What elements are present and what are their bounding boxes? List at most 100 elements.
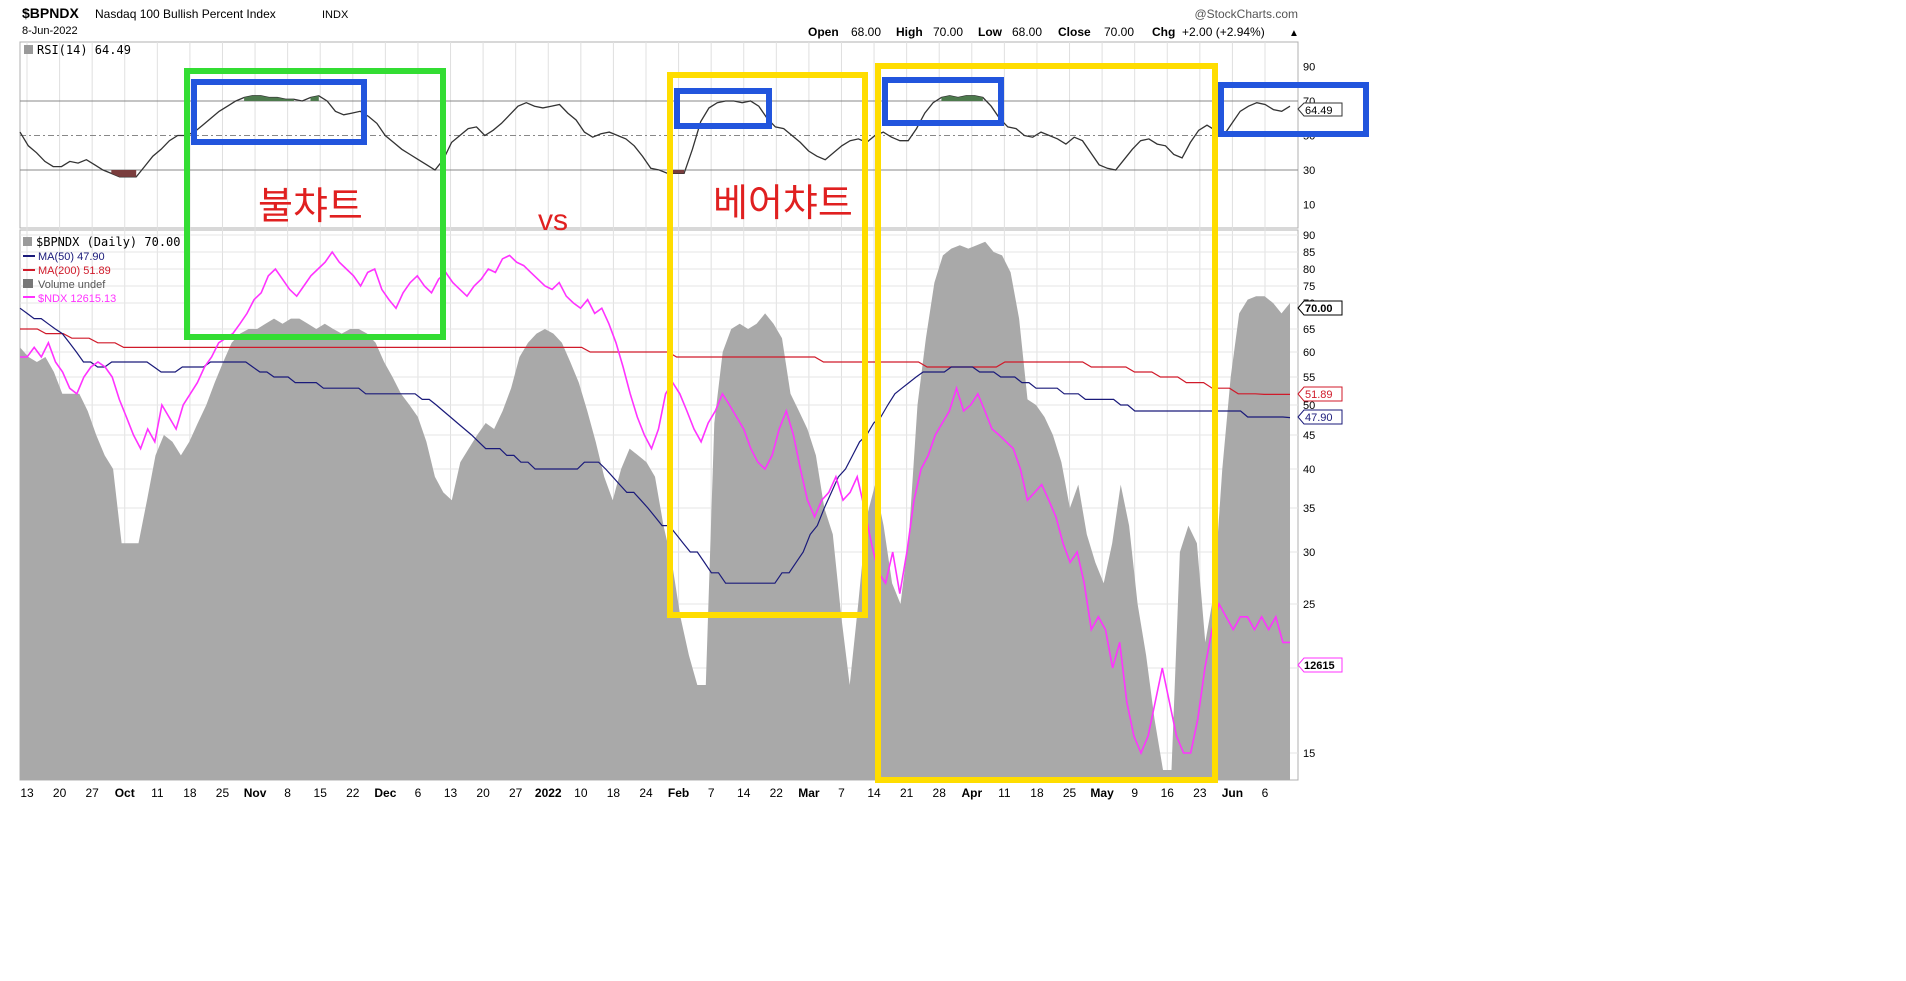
x-tick-label: 7 xyxy=(708,786,715,800)
main-y-axis: 90858075706560555045403530252015 xyxy=(1303,230,1315,760)
header: $BPNDX Nasdaq 100 Bullish Percent Index … xyxy=(22,5,1299,39)
legend-swatch-bpndx xyxy=(23,237,32,246)
x-tick-label: 23 xyxy=(1193,786,1207,800)
x-tick-label: 14 xyxy=(867,786,881,800)
chg-value: +2.00 (+2.94%) xyxy=(1182,25,1265,39)
main-tick-label: 50 xyxy=(1303,400,1315,412)
close-label: Close xyxy=(1058,25,1091,39)
main-tick-label: 85 xyxy=(1303,247,1315,259)
bpndx-last-value: 70.00 xyxy=(1305,303,1333,315)
close-value: 70.00 xyxy=(1104,25,1134,39)
chart-symbol: $BPNDX xyxy=(22,5,79,21)
x-tick-label: 27 xyxy=(85,786,99,800)
rsi-shading xyxy=(111,95,983,177)
x-tick-label: 25 xyxy=(216,786,230,800)
chart-name: Nasdaq 100 Bullish Percent Index xyxy=(95,7,276,21)
x-tick-label: 20 xyxy=(476,786,490,800)
rsi-highlight-box-2 xyxy=(674,88,772,129)
triangle-up-icon: ▲ xyxy=(1289,28,1299,39)
open-label: Open xyxy=(808,25,839,39)
rsi-highlight-box-4 xyxy=(1218,82,1369,137)
main-tick-label: 80 xyxy=(1303,264,1315,276)
legend-bpndx: $BPNDX (Daily) 70.00 xyxy=(36,235,181,249)
ma200-line xyxy=(20,328,1290,395)
rsi-overbought-fill xyxy=(310,95,319,101)
main-tick-label: 75 xyxy=(1303,281,1315,293)
legend-swatch-volume xyxy=(23,279,33,288)
chg-label: Chg xyxy=(1152,25,1175,39)
x-axis: 13 20 27 Oct 11 18 25 Nov 8 15 22 Dec 6 13 20 27 2022 10 1… xyxy=(20,786,1268,800)
ma200-last-value: 51.89 xyxy=(1305,389,1333,401)
x-tick-label: May xyxy=(1090,786,1114,800)
rsi-line xyxy=(19,95,1291,178)
legend-volume: Volume undef xyxy=(38,279,106,291)
ndx-last-value: 12615 xyxy=(1304,660,1335,672)
bear-highlight-box-2 xyxy=(875,63,1218,783)
rsi-oversold-fill xyxy=(111,170,137,177)
x-tick-label: 13 xyxy=(444,786,458,800)
ndx-last-tag: 12615 xyxy=(1297,657,1343,673)
main-tick-label: 35 xyxy=(1303,503,1315,515)
x-tick-label: 11 xyxy=(998,786,1011,800)
main-tick-label: 15 xyxy=(1303,748,1315,760)
rsi-legend: RSI(14) 64.49 xyxy=(24,43,131,57)
x-tick-label: 28 xyxy=(933,786,947,800)
main-tick-label: 40 xyxy=(1303,464,1315,476)
ma50-line xyxy=(19,307,1291,584)
x-tick-label: Feb xyxy=(668,786,689,800)
value-tags: 64.49 70.00 51.89 47.90 12615 xyxy=(1297,102,1343,673)
legend-ma200: MA(200) 51.89 xyxy=(38,265,111,277)
rsi-highlight-box-1 xyxy=(191,79,367,145)
x-tick-label: Oct xyxy=(115,786,135,800)
x-tick-label: 6 xyxy=(1262,786,1269,800)
x-tick-label: 21 xyxy=(900,786,914,800)
annotations: 불챠트 vs 베어챠트 xyxy=(184,63,1369,783)
main-tick-label: 65 xyxy=(1303,324,1315,336)
high-value: 70.00 xyxy=(933,25,963,39)
rsi-overbought-fill xyxy=(941,95,983,101)
high-label: High xyxy=(896,25,923,39)
x-tick-label: 6 xyxy=(415,786,422,800)
x-tick-label: 22 xyxy=(346,786,360,800)
low-value: 68.00 xyxy=(1012,25,1042,39)
x-tick-label: 14 xyxy=(737,786,751,800)
ma50-last-tag: 47.90 xyxy=(1297,409,1343,425)
main-tick-label: 60 xyxy=(1303,347,1315,359)
vs-label: vs xyxy=(538,204,568,237)
x-tick-label: 20 xyxy=(53,786,67,800)
x-tick-label: 15 xyxy=(314,786,328,800)
main-tick-label: 25 xyxy=(1303,599,1315,611)
x-tick-label: 2022 xyxy=(535,786,562,800)
x-tick-label: 18 xyxy=(1030,786,1044,800)
main-tick-label: 45 xyxy=(1303,430,1315,442)
x-tick-label: 9 xyxy=(1131,786,1138,800)
x-tick-label: 13 xyxy=(20,786,34,800)
rsi-overbought-fill xyxy=(244,95,294,101)
main-legend: $BPNDX (Daily) 70.00 MA(50) 47.90 MA(200… xyxy=(23,235,181,305)
x-tick-label: 8 xyxy=(284,786,291,800)
bull-highlight-box xyxy=(184,68,446,340)
x-tick-label: 16 xyxy=(1161,786,1175,800)
x-tick-label: 27 xyxy=(509,786,523,800)
x-tick-label: 18 xyxy=(183,786,197,800)
rsi-tick-label: 90 xyxy=(1303,62,1315,74)
ohlc-readout: Open 68.00 High 70.00 Low 68.00 Close 70… xyxy=(808,25,1299,39)
x-tick-label: Mar xyxy=(798,786,820,800)
bpndx-last-tag: 70.00 xyxy=(1297,300,1343,316)
x-tick-label: 11 xyxy=(151,786,164,800)
x-tick-label: 22 xyxy=(770,786,784,800)
x-tick-label: 10 xyxy=(574,786,588,800)
stockcharts-watermark: @StockCharts.com xyxy=(1194,7,1298,21)
legend-ma50: MA(50) 47.90 xyxy=(38,251,105,263)
chart-exchange: INDX xyxy=(322,9,349,21)
open-value: 68.00 xyxy=(851,25,881,39)
main-tick-label: 90 xyxy=(1303,230,1315,242)
rsi-last-value: 64.49 xyxy=(1305,105,1333,117)
bear-highlight-box-1 xyxy=(667,72,868,618)
x-tick-label: 24 xyxy=(639,786,653,800)
x-tick-label: Dec xyxy=(374,786,396,800)
x-tick-label: Apr xyxy=(961,786,982,800)
rsi-legend-text: RSI(14) 64.49 xyxy=(37,43,131,57)
main-tick-label: 55 xyxy=(1303,372,1315,384)
